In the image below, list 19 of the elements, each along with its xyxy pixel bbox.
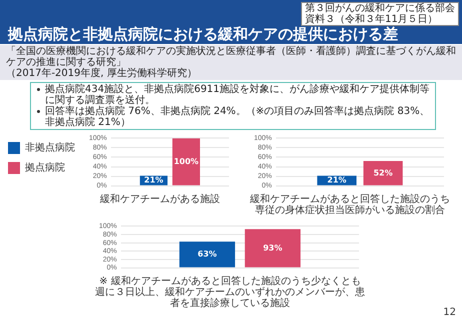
- text: 第３回がんの緩和ケアに係る部会: [305, 3, 455, 14]
- x-axis-title: 緩和ケアチームがある施設: [99, 194, 221, 205]
- data-label: 63%: [198, 250, 217, 259]
- text: 拠点病院434施設と、非拠点病院6911施設を対象に、がん診療や緩和ケア提供体制等に関する調査票を送付。: [44, 84, 431, 106]
- data-label: 93%: [263, 243, 282, 252]
- text: 資料３（令和３年11月５日）: [305, 14, 439, 25]
- legend-label: 非拠点病院: [25, 142, 75, 154]
- data-label: 21%: [327, 176, 346, 185]
- data-label: 100%: [174, 156, 199, 166]
- chart-title: 拠点病院と非拠点病院における緩和ケアの提供における差: [8, 25, 398, 43]
- data-label: 52%: [373, 168, 393, 178]
- legend-label: 拠点病院: [25, 162, 65, 174]
- x-axis-title: ※ 緩和ケアチームがあると回答した施設のうち少なくとも週に３日以上、緩和ケアチームのいずれかのメンバーが、患者を直接診療している施設: [95, 276, 365, 309]
- data-label: 21%: [144, 176, 164, 185]
- text: 回答率は拠点病院 76%、非拠点病院 24%。（※の項目のみ回答率は拠点病院 83%、非拠点病院 21%）: [44, 106, 431, 128]
- x-axis-title: 緩和ケアチームがあると回答した施設のうち専従の身体症状担当医師がいる施設の割合: [250, 194, 450, 216]
- text: 「全国の医療機関における緩和ケアの実施状況と医療従事者（医師・看護師）調査に基づくがん緩和ケアの推進に関する研究」: [6, 46, 456, 68]
- text: （2017年-2019年度, 厚生労働科学研究）: [6, 68, 198, 79]
- text: 12: [443, 307, 456, 318]
